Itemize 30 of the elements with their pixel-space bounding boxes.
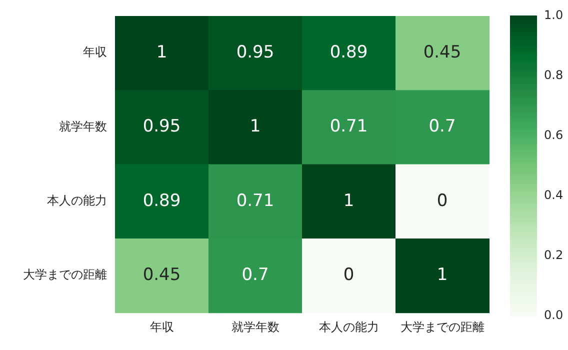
y-tick-label: 年収 bbox=[83, 45, 107, 60]
color-bar-label: 0.2 bbox=[544, 248, 564, 262]
x-tick-label: 年収 bbox=[150, 320, 174, 334]
data-label: 0.95 bbox=[142, 116, 181, 137]
data-label: 1 bbox=[343, 190, 354, 211]
data-label: 0.7 bbox=[428, 116, 456, 137]
data-label: 1 bbox=[156, 42, 168, 62]
y-tick-label: 大学までの距離 bbox=[23, 268, 107, 282]
x-tick-label: 大学までの距離 bbox=[400, 320, 484, 334]
data-label: 0 bbox=[343, 264, 354, 285]
color-bar-label: 1.0 bbox=[544, 8, 564, 22]
data-label: 0.95 bbox=[236, 42, 274, 62]
y-tick-label: 就学年数 bbox=[59, 119, 107, 134]
y-tick-label: 本人の能力 bbox=[47, 194, 107, 208]
color-bar-label: 0.0 bbox=[544, 308, 564, 322]
color-bar-label: 0.4 bbox=[544, 188, 564, 202]
color-bar-label: 0.6 bbox=[544, 128, 564, 142]
data-label: 0.45 bbox=[423, 42, 462, 62]
data-label: 0.89 bbox=[142, 190, 181, 211]
data-label: 1 bbox=[250, 116, 261, 137]
data-label: 1 bbox=[436, 264, 448, 285]
x-tick-label: 本人の能力 bbox=[318, 320, 379, 334]
data-label: 0 bbox=[436, 190, 448, 211]
data-label: 0.45 bbox=[142, 264, 181, 285]
data-label: 0.71 bbox=[236, 190, 274, 211]
data-label: 0.71 bbox=[330, 116, 368, 137]
data-label: 0.7 bbox=[242, 264, 269, 285]
x-tick-label: 就学年数 bbox=[231, 320, 280, 334]
color-bar-label: 0.8 bbox=[544, 68, 564, 82]
data-label: 0.89 bbox=[330, 42, 368, 62]
